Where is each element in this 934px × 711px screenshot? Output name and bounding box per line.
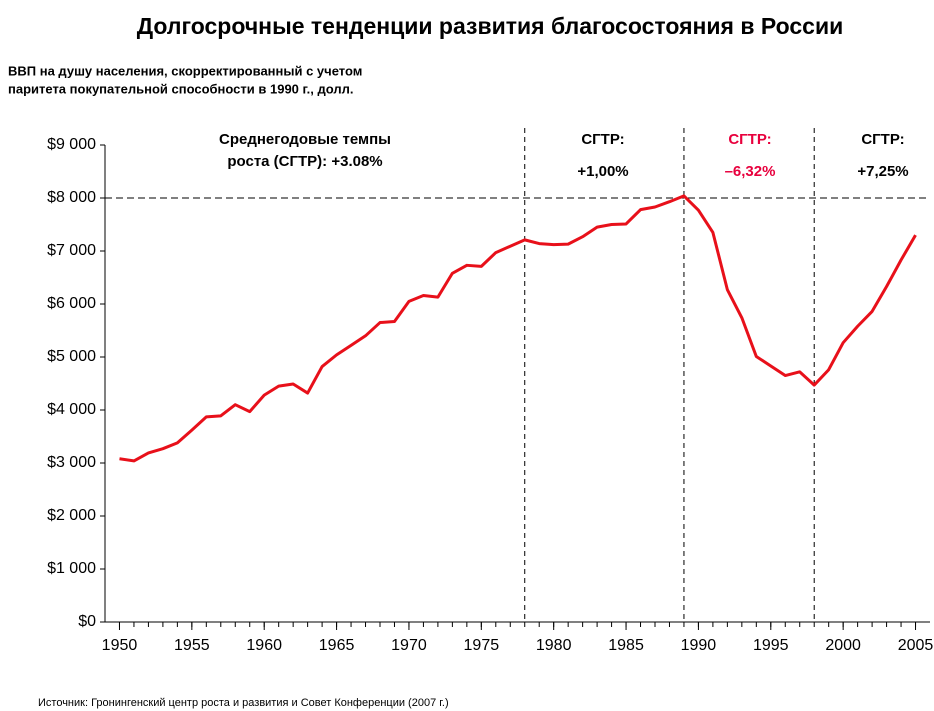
y-tick-label: $6 000 — [47, 295, 96, 312]
x-tick-label: 1980 — [536, 637, 572, 654]
y-tick-label: $9 000 — [47, 136, 96, 153]
annotation-text: +7,25% — [857, 163, 908, 180]
x-tick-label: 2005 — [898, 637, 934, 654]
x-tick-label: 1975 — [464, 637, 500, 654]
y-tick-label: $4 000 — [47, 401, 96, 418]
annotation-text: СГТР: — [728, 131, 771, 148]
y-tick-label: $8 000 — [47, 189, 96, 206]
annotation-text: роста (СГТР): +3.08% — [227, 153, 382, 170]
subtitle: ВВП на душу населения, скорректированный… — [8, 63, 362, 78]
x-tick-label: 1955 — [174, 637, 210, 654]
subtitle: паритета покупательной способности в 199… — [8, 81, 353, 96]
y-tick-label: $5 000 — [47, 348, 96, 365]
y-tick-label: $2 000 — [47, 507, 96, 524]
y-tick-label: $1 000 — [47, 560, 96, 577]
x-tick-label: 1990 — [681, 637, 717, 654]
y-tick-label: $7 000 — [47, 242, 96, 259]
y-tick-label: $0 — [78, 613, 96, 630]
annotation-text: СГТР: — [581, 131, 624, 148]
chart-title: Долгосрочные тенденции развития благосос… — [137, 13, 844, 39]
annotation-text: +1,00% — [577, 163, 628, 180]
x-tick-label: 1965 — [319, 637, 355, 654]
x-tick-label: 1950 — [102, 637, 138, 654]
x-tick-label: 1985 — [608, 637, 644, 654]
x-tick-label: 1960 — [246, 637, 282, 654]
x-tick-label: 2000 — [825, 637, 861, 654]
annotation-text: Среднегодовые темпы — [219, 131, 391, 148]
data-line — [119, 194, 917, 463]
annotation-text: СГТР: — [861, 131, 904, 148]
source: Источник: Гронингенский центр роста и ра… — [38, 697, 449, 709]
annotation: Среднегодовые темпы роста (СГТР): +3.08%… — [219, 131, 909, 180]
x-tick-label: 1995 — [753, 637, 789, 654]
annotation-text: –6,32% — [725, 163, 776, 180]
x-tick-label: 1970 — [391, 637, 427, 654]
y-tick-label: $3 000 — [47, 454, 96, 471]
